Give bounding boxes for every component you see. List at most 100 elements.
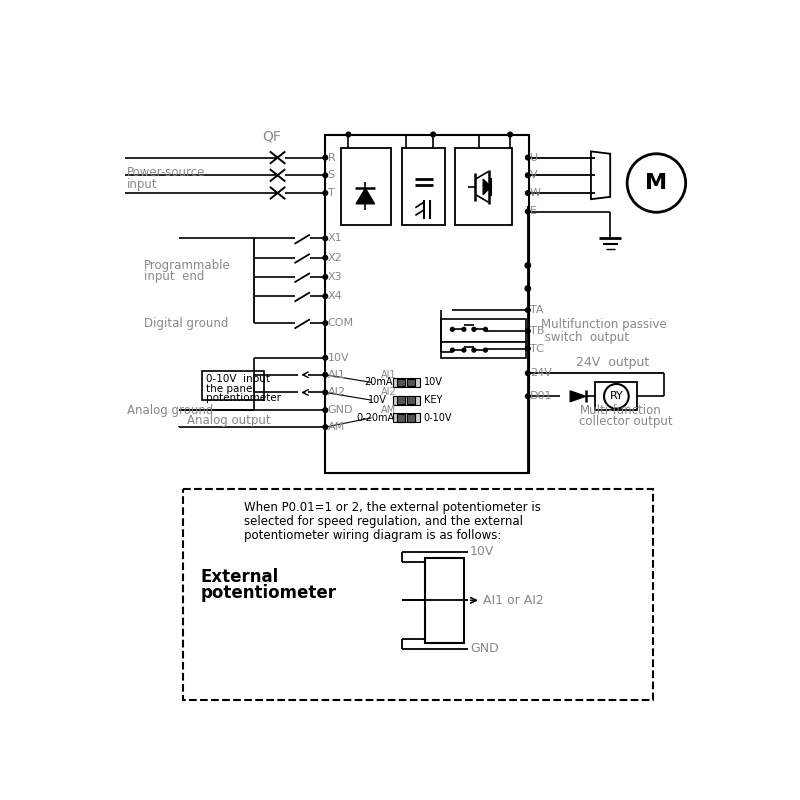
Text: V: V (530, 170, 538, 180)
Text: T: T (328, 188, 334, 198)
Bar (402, 148, 445, 226)
Circle shape (323, 373, 328, 377)
Text: potentiometer: potentiometer (201, 584, 337, 602)
Circle shape (627, 154, 686, 212)
Text: Multi-function: Multi-function (579, 404, 661, 417)
Polygon shape (356, 188, 374, 204)
Text: W: W (530, 188, 541, 198)
Text: External: External (201, 568, 279, 586)
Bar (397, 378, 405, 386)
Bar (454, 148, 513, 226)
Circle shape (472, 327, 476, 331)
Circle shape (450, 327, 454, 331)
Text: input: input (126, 178, 158, 191)
Text: the panel: the panel (206, 384, 255, 394)
Text: switch  output: switch output (541, 330, 629, 343)
Circle shape (430, 132, 435, 137)
Text: AI2: AI2 (328, 387, 346, 398)
Text: 10V: 10V (368, 395, 386, 405)
Text: X2: X2 (328, 253, 342, 262)
Bar (393, 395, 420, 405)
Text: RY: RY (610, 391, 623, 402)
Text: R: R (328, 153, 335, 162)
Circle shape (526, 155, 530, 160)
Circle shape (526, 173, 530, 178)
Circle shape (323, 190, 328, 195)
Circle shape (323, 408, 328, 413)
Text: 10V: 10V (328, 353, 350, 363)
Bar (393, 378, 420, 387)
Text: X1: X1 (328, 234, 342, 243)
Text: TC: TC (530, 343, 544, 354)
Text: AI1: AI1 (328, 370, 346, 380)
Circle shape (323, 294, 328, 298)
Text: Programmable: Programmable (144, 259, 231, 272)
Circle shape (323, 155, 328, 160)
Polygon shape (483, 179, 491, 194)
Bar (341, 148, 390, 226)
Circle shape (526, 209, 530, 214)
Bar (397, 414, 405, 422)
Text: 10V: 10V (424, 378, 442, 387)
Text: AI1: AI1 (381, 370, 396, 380)
Text: E: E (530, 206, 537, 217)
Polygon shape (570, 391, 586, 402)
Text: potentiometer wiring diagram is as follows:: potentiometer wiring diagram is as follo… (245, 529, 502, 542)
Circle shape (526, 394, 530, 398)
Circle shape (483, 327, 487, 331)
Text: Analog output: Analog output (186, 414, 270, 427)
Bar (594, 382, 637, 410)
Text: KEY: KEY (424, 395, 442, 405)
Bar (441, 342, 526, 358)
Text: 20mA: 20mA (364, 378, 392, 387)
Polygon shape (591, 151, 610, 199)
Circle shape (323, 425, 328, 430)
Circle shape (483, 348, 487, 352)
Text: input  end: input end (144, 270, 205, 283)
Bar (407, 414, 414, 422)
Circle shape (526, 371, 530, 375)
Circle shape (508, 132, 513, 137)
Text: AM: AM (328, 422, 345, 432)
Text: 0-10V  input: 0-10V input (206, 374, 270, 383)
Circle shape (323, 173, 328, 178)
Text: When P0.01=1 or 2, the external potentiometer is: When P0.01=1 or 2, the external potentio… (245, 502, 542, 514)
Text: TA: TA (530, 305, 544, 315)
Circle shape (462, 348, 466, 352)
Circle shape (526, 329, 530, 333)
Text: potentiometer: potentiometer (206, 393, 281, 403)
Bar (183, 489, 653, 701)
Bar (407, 396, 414, 404)
Bar (397, 396, 405, 404)
Circle shape (323, 321, 328, 326)
Circle shape (346, 132, 350, 137)
Text: AI1 or AI2: AI1 or AI2 (483, 594, 544, 607)
Circle shape (604, 384, 629, 409)
Text: GND: GND (328, 405, 353, 415)
Bar (407, 378, 414, 386)
Text: selected for speed regulation, and the external: selected for speed regulation, and the e… (245, 515, 523, 528)
Text: 10V: 10V (470, 546, 494, 558)
Circle shape (323, 255, 328, 260)
Text: collector output: collector output (579, 415, 673, 428)
Bar (393, 414, 420, 422)
Circle shape (462, 327, 466, 331)
Circle shape (526, 190, 530, 195)
Text: TB: TB (530, 326, 545, 336)
Text: 24V: 24V (530, 368, 552, 378)
Text: U: U (530, 153, 538, 162)
Text: Digital ground: Digital ground (144, 317, 229, 330)
Circle shape (526, 308, 530, 312)
Text: M: M (646, 173, 667, 193)
Circle shape (525, 262, 530, 268)
Text: Analog ground: Analog ground (126, 404, 213, 417)
Text: 0-20mA: 0-20mA (356, 413, 394, 423)
Text: D01: D01 (530, 391, 553, 402)
Circle shape (323, 236, 328, 241)
Text: S: S (328, 170, 334, 180)
Circle shape (472, 348, 476, 352)
Bar (326, 134, 530, 474)
Circle shape (450, 348, 454, 352)
Text: 24V  output: 24V output (575, 356, 649, 369)
Bar (426, 558, 464, 642)
